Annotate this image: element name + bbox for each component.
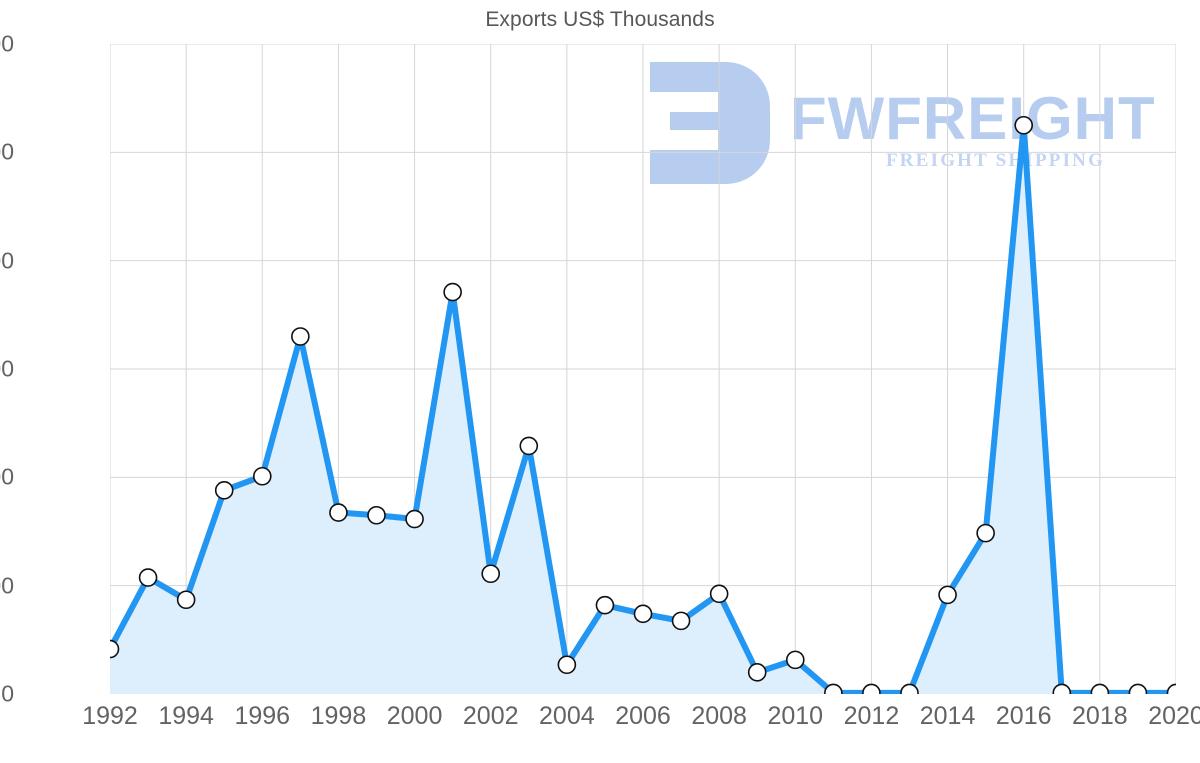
- data-point-marker[interactable]: [329, 503, 348, 522]
- x-axis-tick-label: 2018: [1072, 702, 1128, 730]
- chart-title: Exports US$ Thousands: [485, 8, 715, 31]
- y-axis-tick-label: 100 000: [0, 138, 14, 165]
- chart-canvas: [110, 44, 1176, 694]
- x-axis-tick-label: 1994: [158, 702, 214, 730]
- x-axis-tick-label: 2008: [691, 702, 747, 730]
- x-axis-tick-label: 1992: [82, 702, 138, 730]
- x-axis-tick-label: 2016: [995, 702, 1052, 730]
- area-fill: [110, 125, 1176, 694]
- data-point-marker[interactable]: [176, 590, 196, 610]
- data-point-marker[interactable]: [785, 650, 805, 670]
- plot-area: [110, 44, 1176, 694]
- data-point-marker[interactable]: [1166, 683, 1177, 694]
- x-axis-tick-label: 1996: [234, 702, 291, 730]
- data-point-marker[interactable]: [291, 327, 310, 346]
- x-axis-tick-label: 2014: [919, 702, 976, 730]
- data-point-marker[interactable]: [633, 604, 653, 624]
- x-axis-tick-label: 2004: [539, 702, 595, 730]
- data-point-marker[interactable]: [367, 505, 386, 525]
- data-point-marker[interactable]: [443, 282, 462, 302]
- data-point-marker[interactable]: [214, 481, 234, 500]
- data-point-marker[interactable]: [976, 523, 995, 543]
- data-point-marker[interactable]: [1052, 683, 1072, 694]
- x-axis-tick-label: 2006: [615, 702, 671, 730]
- y-axis-tick-label: 0: [1, 680, 14, 707]
- data-point-marker[interactable]: [938, 585, 957, 605]
- data-point-marker[interactable]: [824, 683, 843, 694]
- x-axis-tick-label: 1998: [310, 702, 367, 730]
- x-axis-tick-label: 2002: [462, 702, 519, 730]
- y-axis-tick-label: 120 000: [0, 30, 14, 57]
- data-point-marker[interactable]: [1090, 683, 1110, 694]
- data-point-marker[interactable]: [405, 509, 424, 529]
- y-axis-tick-label: 60 000: [0, 355, 14, 382]
- y-axis-tick-label: 80 000: [0, 247, 14, 274]
- x-axis-tick-label: 2012: [843, 702, 900, 730]
- data-point-marker[interactable]: [519, 436, 539, 456]
- data-point-marker[interactable]: [862, 683, 881, 694]
- data-point-marker[interactable]: [252, 466, 272, 486]
- y-axis-tick-label: 40 000: [0, 463, 14, 490]
- data-point-marker[interactable]: [747, 663, 767, 682]
- data-point-marker[interactable]: [110, 639, 120, 659]
- data-point-markers: [110, 115, 1177, 694]
- data-point-marker[interactable]: [1014, 115, 1034, 135]
- data-point-marker[interactable]: [595, 595, 615, 615]
- x-axis-tick-label: 2020: [1148, 702, 1200, 730]
- data-point-marker[interactable]: [481, 564, 501, 584]
- data-point-marker[interactable]: [557, 655, 577, 675]
- data-point-marker[interactable]: [900, 683, 919, 694]
- x-axis-tick-label: 2000: [386, 702, 443, 730]
- data-point-marker[interactable]: [1128, 683, 1148, 694]
- data-point-marker[interactable]: [709, 584, 729, 604]
- x-axis-tick-label: 2010: [767, 702, 824, 730]
- data-point-marker[interactable]: [138, 568, 158, 587]
- data-point-marker[interactable]: [671, 611, 691, 631]
- y-axis-tick-label: 20 000: [0, 572, 14, 599]
